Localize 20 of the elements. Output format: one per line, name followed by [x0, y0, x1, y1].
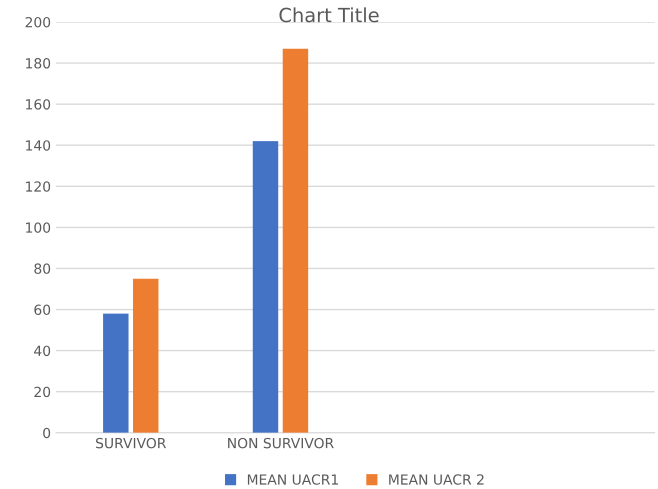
bar: [252, 141, 278, 433]
x-tick-label: SURVIVOR: [96, 438, 166, 448]
legend-label: MEAN UACR1: [248, 474, 338, 485]
y-tick-label: 180: [26, 58, 50, 69]
bar: [133, 278, 158, 433]
y-tick-label: 40: [34, 346, 50, 356]
chart-title: Chart Title: [279, 7, 379, 22]
y-tick-label: 140: [26, 140, 50, 151]
y-tick-label: 100: [26, 222, 50, 233]
y-tick-label: 200: [26, 16, 50, 28]
y-tick-label: 0: [43, 428, 50, 438]
y-tick-label: 160: [26, 99, 50, 110]
bar: [282, 48, 308, 433]
legend-label: MEAN UACR 2: [389, 474, 484, 485]
y-tick-label: 20: [34, 386, 50, 398]
y-tick-label: 120: [26, 181, 50, 192]
x-tick-label: NON SURVIVOR: [228, 438, 334, 448]
bar: [103, 314, 129, 433]
y-tick-label: 60: [34, 304, 50, 316]
y-tick-label: 80: [34, 263, 50, 274]
